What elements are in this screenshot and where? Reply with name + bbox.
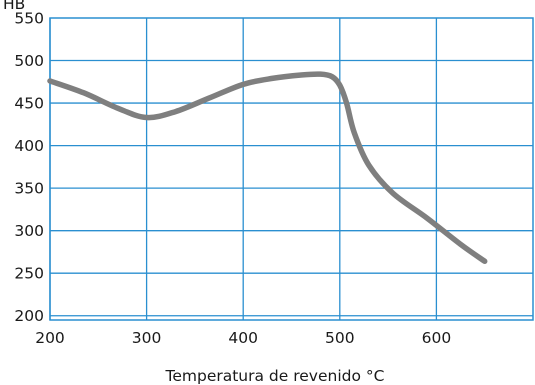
x-tick-label: 200	[35, 329, 65, 347]
grid	[49, 17, 534, 321]
tick-labels: 200 300 400 500 600 200 250 300 350 400 450 500 550	[14, 10, 451, 348]
y-axis-title: HB	[3, 0, 25, 13]
y-tick-label: 550	[14, 10, 44, 28]
y-tick-label: 350	[14, 180, 44, 198]
x-tick-label: 600	[422, 329, 452, 347]
y-tick-label: 500	[14, 52, 44, 70]
x-tick-label: 400	[228, 329, 258, 347]
x-tick-label: 500	[325, 329, 355, 347]
y-tick-label: 250	[14, 265, 44, 283]
plot-frame	[49, 17, 534, 321]
series-layer	[47, 71, 488, 265]
y-tick-label: 400	[14, 137, 44, 155]
x-axis-title: Temperatura de revenido °C	[165, 367, 385, 385]
hardness-curve	[47, 71, 488, 265]
y-tick-label: 300	[14, 222, 44, 240]
x-tick-label: 300	[132, 329, 162, 347]
y-tick-label: 200	[14, 307, 44, 325]
y-tick-label: 450	[14, 95, 44, 113]
